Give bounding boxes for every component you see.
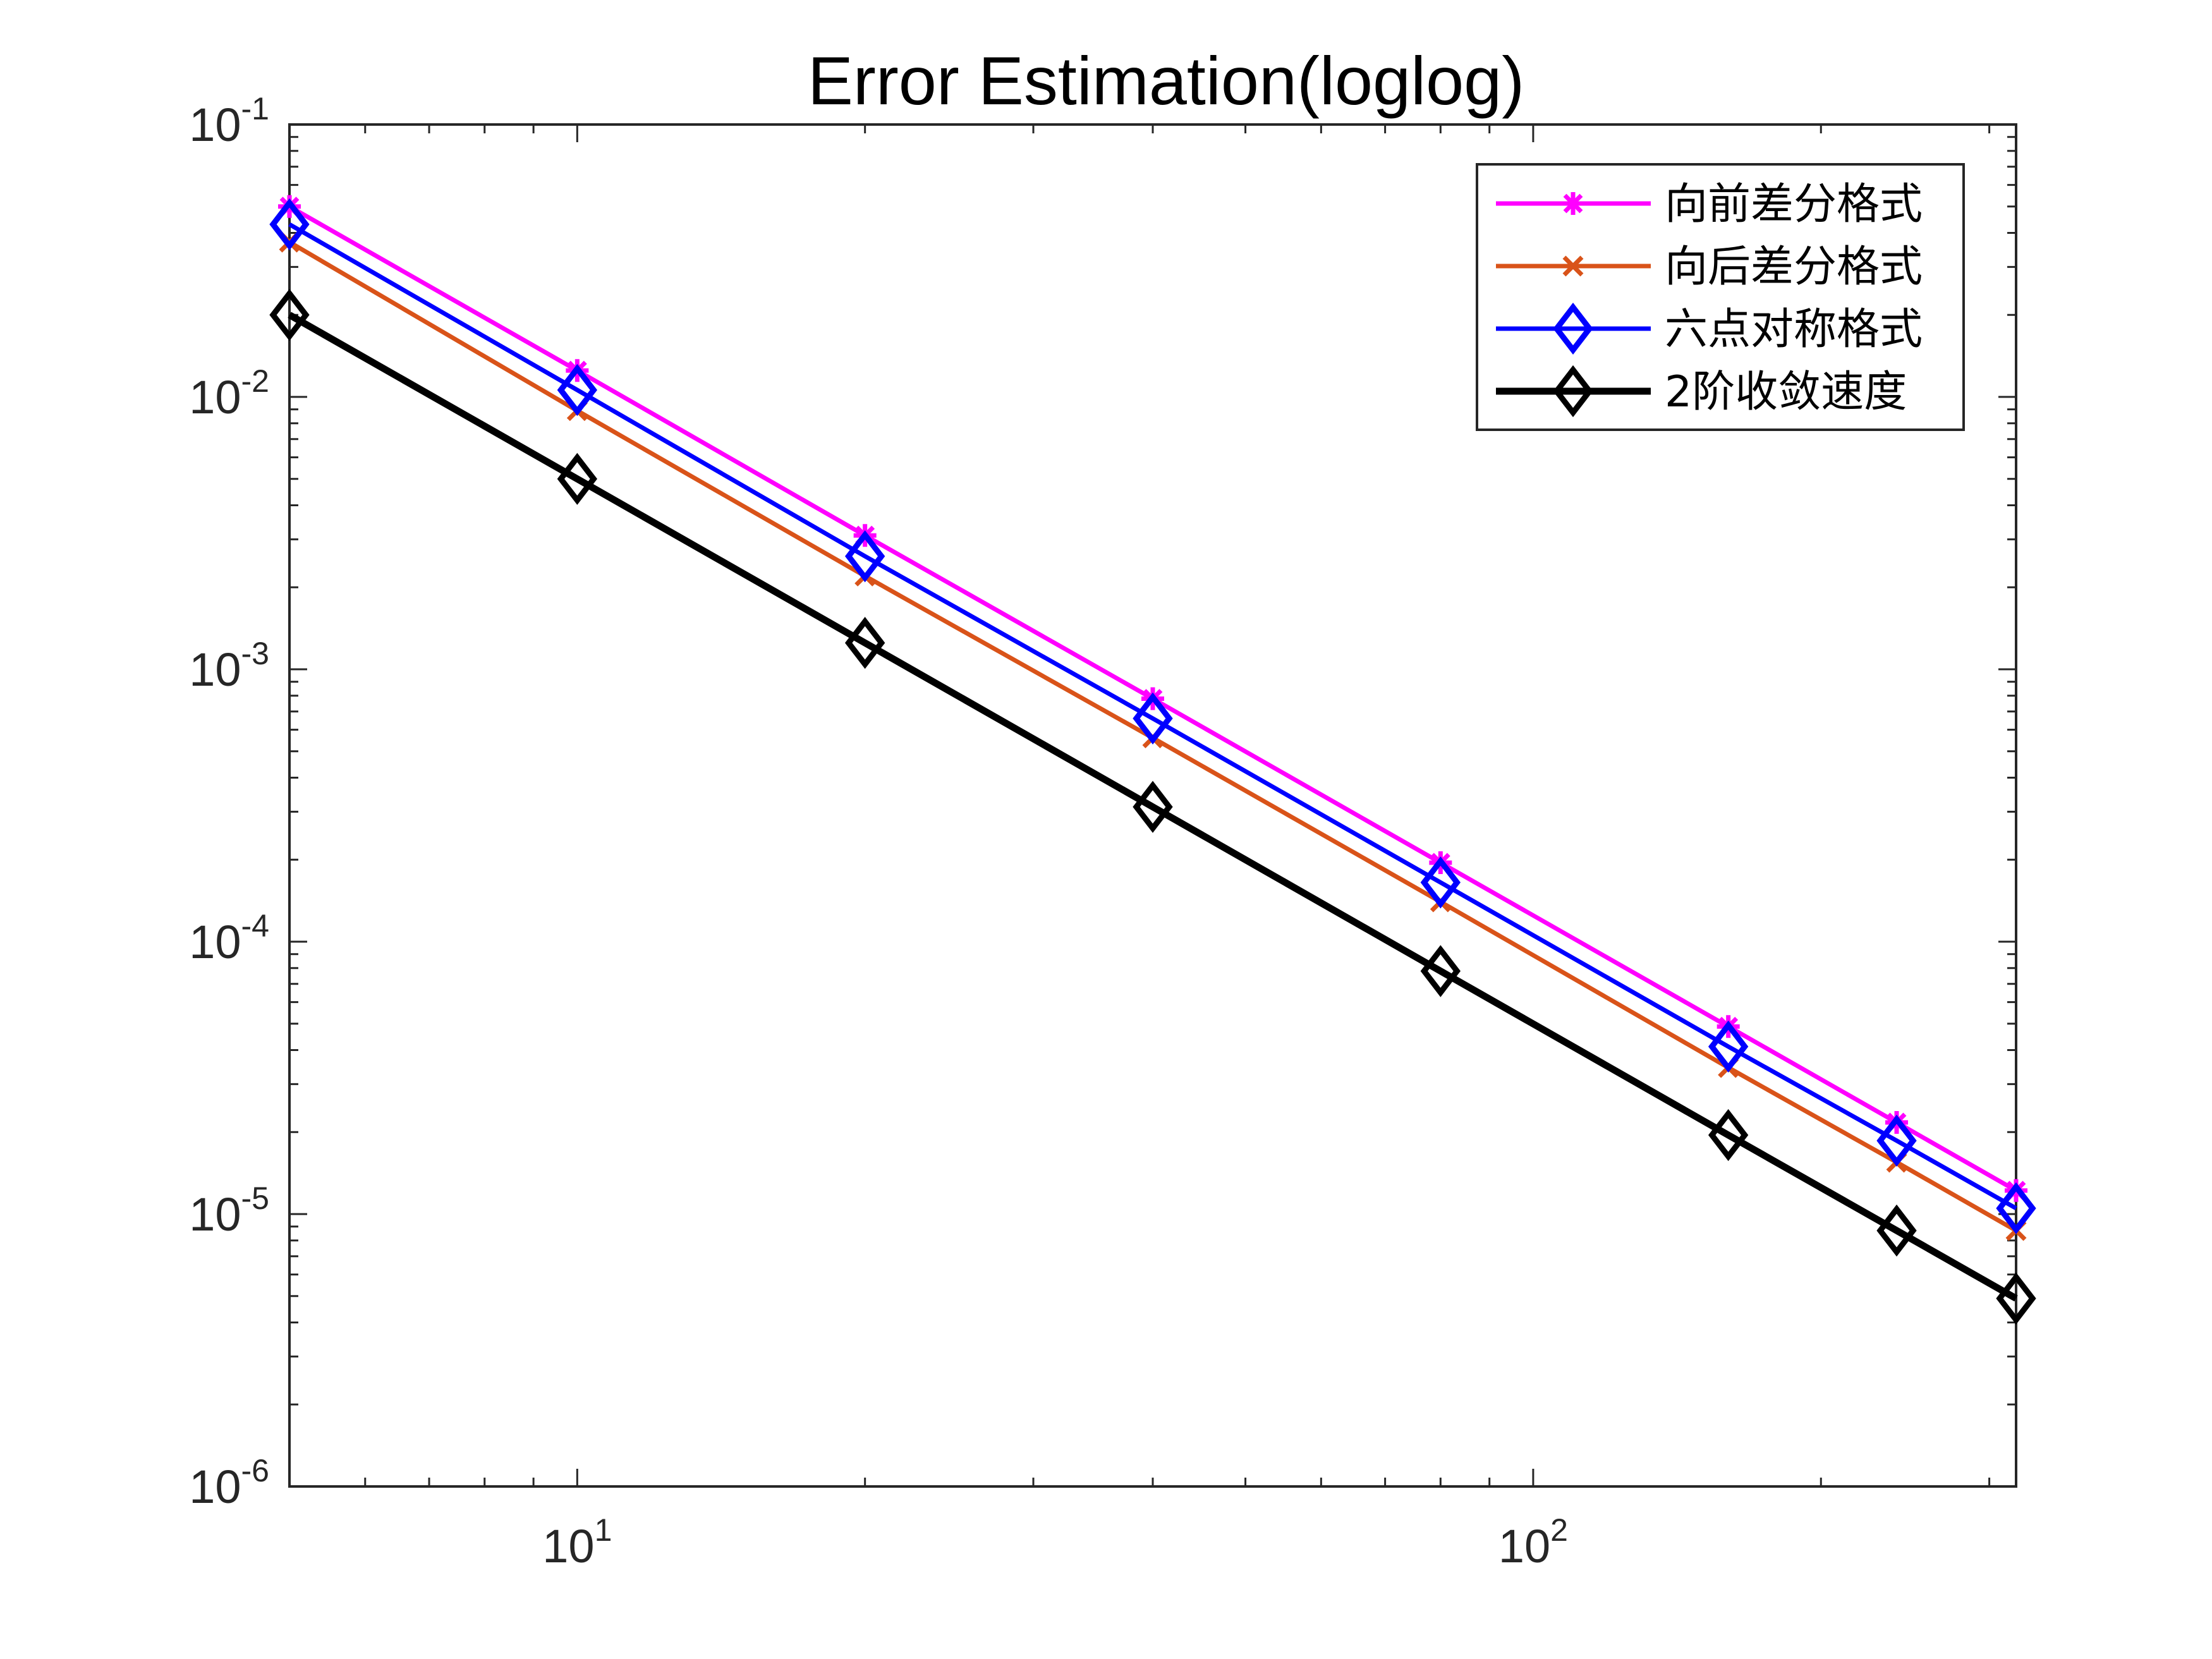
legend-item: 向前差分格式: [1496, 179, 1923, 229]
plot-area: 101 102 10-1 10-2 10-3 10-4 10-5 10-6: [189, 91, 2036, 1572]
legend-label: 2阶收敛速度: [1665, 367, 1907, 417]
diamond-marker: [1996, 1182, 2036, 1235]
y-tick-label: 10-2: [189, 363, 269, 423]
diamond-marker: [1133, 781, 1173, 833]
diamond-marker: [1420, 945, 1461, 997]
diamond-marker: [557, 363, 598, 416]
series-line: [288, 222, 2017, 1210]
diamond-marker: [1996, 1272, 2036, 1325]
diamond-marker: [1133, 692, 1173, 744]
asterisk-marker: [1562, 192, 1584, 215]
x-marker: [1562, 255, 1584, 277]
diamond-marker: [844, 530, 885, 583]
series-line: [288, 312, 2018, 1302]
legend-item: 六点对称格式: [1496, 302, 1923, 355]
diamond-marker: [1876, 1114, 1917, 1167]
diamond-marker: [269, 289, 310, 341]
y-tick-label: 10-5: [189, 1181, 269, 1241]
series-group: [269, 198, 2036, 1235]
diamond-marker: [1876, 1204, 1917, 1257]
diamond-marker: [1420, 856, 1461, 909]
legend-label: 六点对称格式: [1665, 305, 1923, 355]
diamond-marker: [1708, 1020, 1749, 1073]
y-tick-label: 10-6: [189, 1453, 269, 1513]
chart-title: Error Estimation(loglog): [808, 42, 1524, 119]
legend-label: 向后差分格式: [1665, 242, 1923, 292]
x-tick-label: 101: [542, 1512, 612, 1572]
series-line: [288, 204, 2017, 1193]
y-tick-label: 10-1: [189, 91, 269, 151]
legend-label: 向前差分格式: [1665, 179, 1923, 229]
diamond-marker: [1553, 302, 1593, 355]
series-group: [269, 289, 2036, 1325]
legend-item: 2阶收敛速度: [1496, 365, 1907, 418]
legend-item: 向后差分格式: [1496, 242, 1923, 292]
diamond-marker: [269, 198, 310, 251]
diamond-marker: [1553, 365, 1593, 418]
x-tick-label: 102: [1498, 1512, 1568, 1572]
diamond-marker: [844, 617, 885, 669]
y-tick-label: 10-4: [189, 908, 269, 968]
y-tick-label: 10-3: [189, 636, 269, 696]
series-line: [288, 240, 2017, 1233]
diamond-marker: [1708, 1109, 1749, 1162]
diamond-marker: [557, 453, 598, 505]
